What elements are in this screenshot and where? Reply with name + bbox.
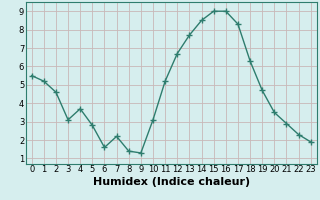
X-axis label: Humidex (Indice chaleur): Humidex (Indice chaleur) <box>92 177 250 187</box>
